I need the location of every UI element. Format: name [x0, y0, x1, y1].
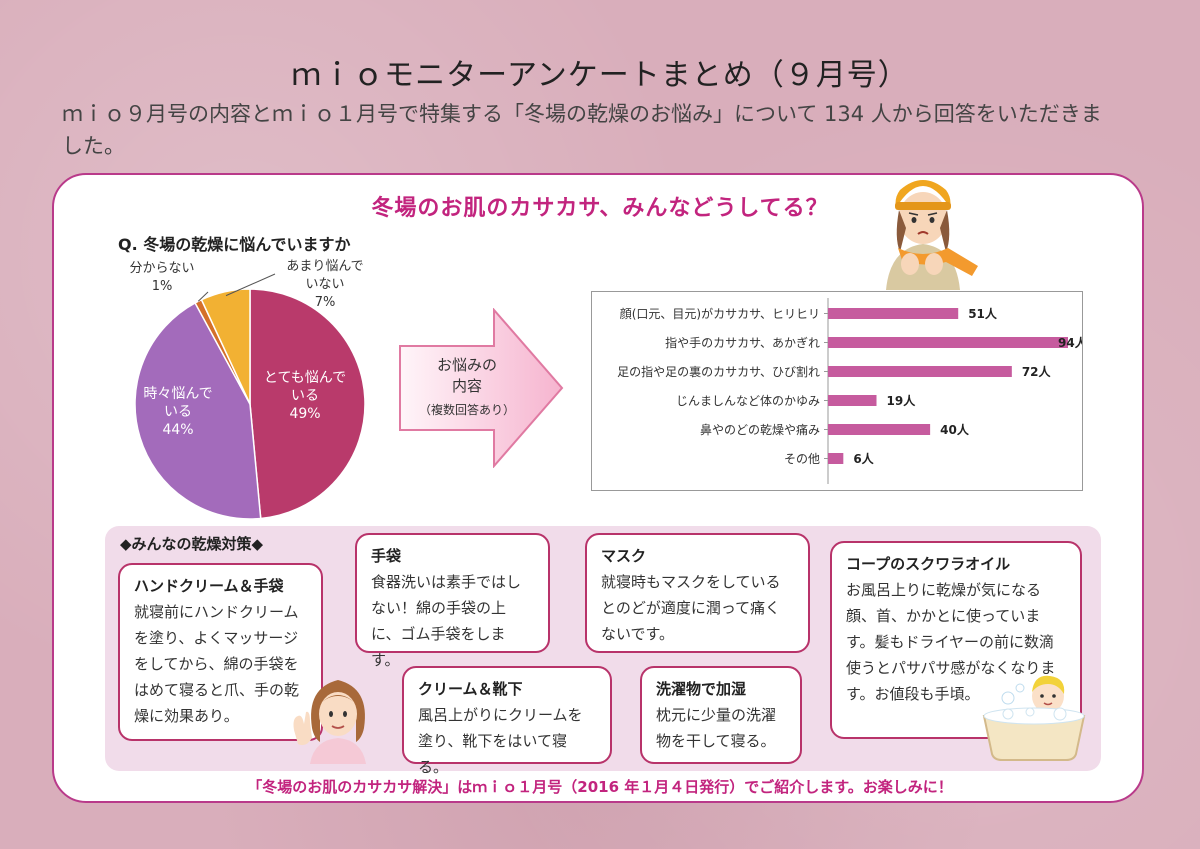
tip-title: マスク — [601, 547, 647, 565]
bar-mark — [828, 453, 844, 464]
bar-category-label: 鼻やのどの乾燥や痛み — [700, 422, 820, 437]
bar-category-label: じんましんなど体のかゆみ — [676, 394, 820, 408]
waving-woman-illustration — [293, 680, 366, 764]
bar-category-label: 指や手のカサカサ、あかぎれ — [665, 335, 820, 350]
page-title: ｍｉｏモニターアンケートまとめ（９月号） — [291, 58, 909, 93]
bar-chart-frame: 顔(口元、目元)がカサカサ、ヒリヒリ 51人指や手のカサカサ、あかぎれ 94人足の指… — [591, 291, 1088, 491]
bar-category-label: 顔(口元、目元)がカサカサ、ヒリヒリ — [620, 306, 820, 321]
pie-label-sometimes: 時々悩んでいる 44% — [143, 386, 212, 438]
bar-value-label: 6人 — [853, 451, 874, 466]
bar-value-label: 19人 — [887, 393, 917, 408]
tip-title: 手袋 — [371, 547, 402, 565]
pie-label-notmuch: あまり悩んでいない 7% — [286, 259, 363, 310]
pie-slice-very — [249, 288, 366, 520]
bar-value-label: 72人 — [1022, 364, 1052, 379]
arrow-line1: お悩みの — [436, 356, 497, 374]
tip-title: コープのスクワラオイル — [846, 555, 1011, 573]
bar-mark — [828, 366, 1012, 377]
bar-mark — [828, 395, 877, 406]
tip-card-gloves: 手袋 食器洗いは素手ではしない！綿の手袋の上に、ゴム手袋をします。 — [355, 533, 550, 669]
bar-value-label: 51人 — [968, 306, 998, 321]
bar-mark — [828, 424, 931, 435]
arrow-shape — [399, 308, 564, 468]
pie-slice-sometimes — [134, 301, 262, 520]
tip-body: お風呂上りに乾燥が気になる顔、首、かかとに使っています。髪もドライヤーの前に数滴… — [846, 581, 1056, 703]
bar-value-label: 40人 — [940, 422, 970, 437]
tip-card-hand-cream: ハンドクリーム＆手袋 就寝前にハンドクリームを塗り、よくマッサージをしてから、綿… — [118, 563, 323, 741]
tip-card-cream-socks: クリーム＆靴下 風呂上がりにクリームを塗り、靴下をはいて寝る。 — [402, 666, 612, 776]
tip-title: クリーム＆靴下 — [418, 680, 523, 698]
tip-body: 就寝時もマスクをしているとのどが適度に潤って痛くないです。 — [601, 573, 781, 643]
bath-illustration — [982, 675, 1086, 761]
footer-note: 「冬場のお肌のカサカサ解決」はｍｉｏ１月号（2016 年１月４日発行）でご紹介し… — [247, 778, 953, 796]
bar-mark — [828, 337, 1068, 348]
pie-label-very: とても悩んでいる 49% — [264, 370, 346, 422]
arrow-subtitle: （複数回答あり） — [418, 403, 515, 417]
arrow-label: お悩みの 内容 （複数回答あり） — [398, 355, 536, 421]
tip-body: 就寝前にハンドクリームを塗り、よくマッサージをしてから、綿の手袋をはめて寝ると爪… — [134, 603, 300, 725]
bar-mark — [828, 308, 959, 319]
bar-value-label: 94人 — [1058, 335, 1082, 350]
tip-title: ハンドクリーム＆手袋 — [134, 577, 284, 595]
tip-body: 食器洗いは素手ではしない！綿の手袋の上に、ゴム手袋をします。 — [371, 573, 522, 669]
question-title: Q. 冬場の乾燥に悩んでいますか — [118, 235, 351, 254]
pie-slice-notmuch — [200, 288, 251, 405]
tip-card-mask: マスク 就寝時もマスクをしているとのどが適度に潤って痛くないです。 — [585, 533, 810, 653]
bar-category-label: その他 — [784, 452, 820, 466]
pie-chart: とても悩んでいる 49% 時々悩んでいる 44% 分からない 1% あまり悩んでいない 7% — [129, 259, 366, 520]
intro-text: ｍｉｏ９月号の内容とｍｉｏ１月号で特集する「冬場の乾燥のお悩み」について 134… — [62, 102, 1102, 158]
pie-label-unknown: 分からない 1% — [129, 261, 194, 294]
section-heading: 冬場のお肌のカサカサ、みんなどうしてる？ — [371, 196, 829, 221]
tip-body: 枕元に少量の洗濯物を干して寝る。 — [656, 706, 777, 750]
tip-card-laundry-humidify: 洗濯物で加湿 枕元に少量の洗濯物を干して寝る。 — [640, 666, 802, 764]
tip-card-squalane-oil: コープのスクワラオイル お風呂上りに乾燥が気になる顔、首、かかとに使っています。… — [830, 541, 1082, 739]
tips-heading: ◆みんなの乾燥対策◆ — [120, 535, 264, 553]
tip-title: 洗濯物で加湿 — [656, 680, 747, 698]
tip-body: 風呂上がりにクリームを塗り、靴下をはいて寝る。 — [418, 706, 583, 776]
pie-leader-line — [197, 291, 209, 302]
worried-woman-illustration — [886, 180, 978, 290]
arrow-line2: 内容 — [451, 377, 482, 395]
bar-category-label: 足の指や足の裏のカサカサ、ひび割れ — [617, 364, 820, 379]
pie-leader-line — [225, 273, 276, 297]
